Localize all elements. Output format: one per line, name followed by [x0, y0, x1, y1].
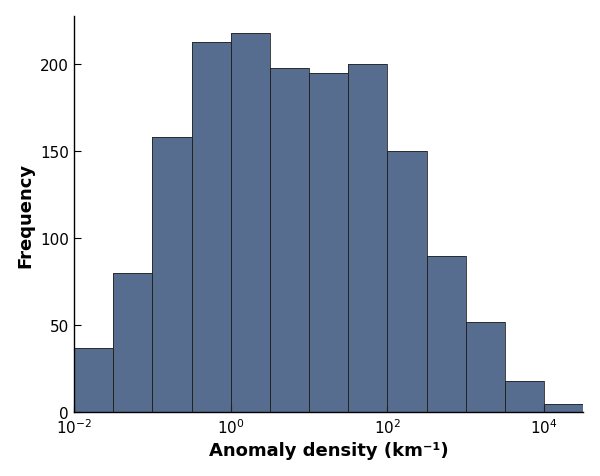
X-axis label: Anomaly density (km⁻¹): Anomaly density (km⁻¹)	[209, 441, 448, 459]
Y-axis label: Frequency: Frequency	[17, 162, 35, 267]
